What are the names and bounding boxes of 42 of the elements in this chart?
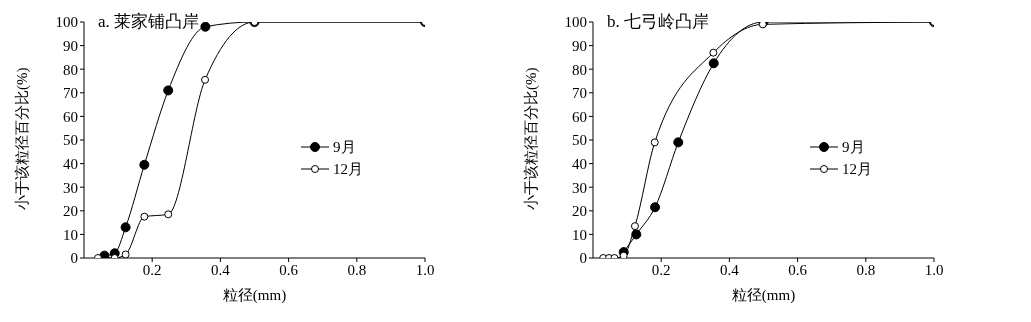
legend-label: 12月 xyxy=(842,159,872,179)
y-tick-label: 60 xyxy=(63,108,78,125)
y-tick-label: 40 xyxy=(63,155,78,172)
y-tick-label: 50 xyxy=(63,132,78,149)
y-tick-label: 60 xyxy=(572,108,587,125)
chart-title: b. 七弓岭凸岸 xyxy=(607,11,709,33)
x-tick-label: 0.2 xyxy=(142,261,162,278)
y-tick-label: 20 xyxy=(63,203,78,220)
y-tick-label: 100 xyxy=(55,14,78,31)
y-tick-label: 20 xyxy=(572,203,587,220)
y-tick-label: 10 xyxy=(63,226,78,243)
legend-label: 9月 xyxy=(842,137,865,157)
x-tick-label: 0.6 xyxy=(279,261,299,278)
x-tick-label: 0.4 xyxy=(720,261,740,278)
chart-title: a. 莱家铺凸岸 xyxy=(98,11,200,33)
x-tick-label: 0.6 xyxy=(788,261,808,278)
y-tick-label: 40 xyxy=(572,155,587,172)
y-tick-label: 90 xyxy=(63,37,78,54)
y-tick-label: 80 xyxy=(572,61,587,78)
x-tick-label: 0.8 xyxy=(347,261,367,278)
x-tick-label: 1.0 xyxy=(924,261,944,278)
x-axis-title: 粒径(mm) xyxy=(731,287,796,304)
y-tick-label: 30 xyxy=(572,179,587,196)
y-tick-label: 0 xyxy=(579,250,587,267)
x-tick-label: 0.4 xyxy=(211,261,231,278)
y-tick-label: 100 xyxy=(564,14,587,31)
y-tick-label: 80 xyxy=(63,61,78,78)
y-tick-label: 70 xyxy=(63,85,78,102)
y-tick-label: 70 xyxy=(572,85,587,102)
y-tick-label: 30 xyxy=(63,179,78,196)
legend-label: 12月 xyxy=(333,159,363,179)
y-tick-label: 90 xyxy=(572,37,587,54)
x-tick-label: 0.2 xyxy=(651,261,671,278)
x-tick-label: 1.0 xyxy=(415,261,435,278)
x-tick-label: 0.8 xyxy=(856,261,876,278)
y-tick-label: 10 xyxy=(572,226,587,243)
y-axis-title: 小于该粒径百分比(%) xyxy=(523,67,541,210)
y-tick-label: 50 xyxy=(572,132,587,149)
legend-label: 9月 xyxy=(333,137,356,157)
y-tick-label: 0 xyxy=(70,250,78,267)
x-axis-title: 粒径(mm) xyxy=(222,287,287,304)
y-axis-title: 小于该粒径百分比(%) xyxy=(14,67,32,210)
